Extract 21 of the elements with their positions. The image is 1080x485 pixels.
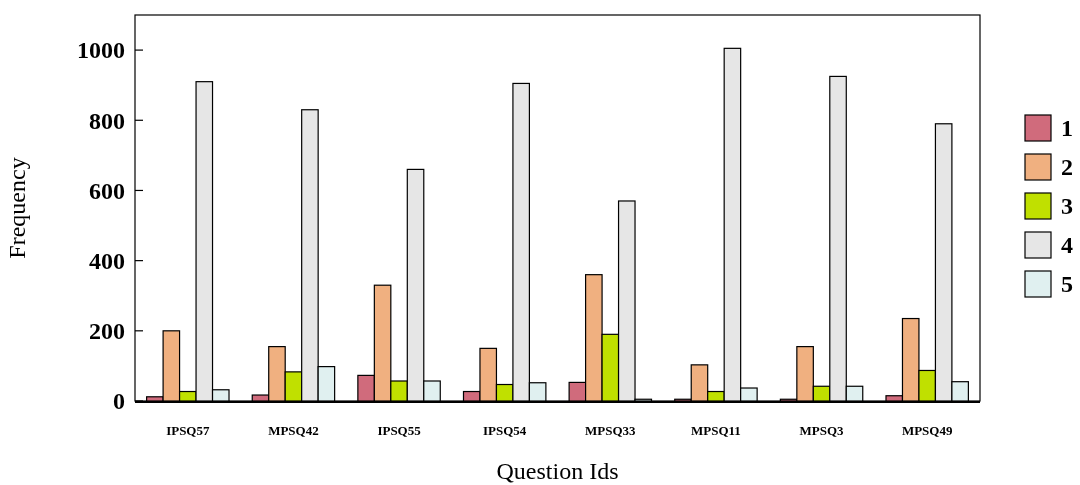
y-axis-title: Frequency — [4, 157, 30, 259]
y-tick-label: 200 — [89, 318, 125, 345]
y-tick-label: 1000 — [77, 37, 125, 64]
legend-label: 5 — [1061, 271, 1073, 298]
x-tick-label: MPSQ42 — [268, 423, 319, 438]
x-tick-label: MPSQ11 — [691, 423, 741, 438]
y-tick-label: 800 — [89, 107, 125, 134]
x-tick-label: MPSQ49 — [901, 423, 953, 438]
x-tick-label: IPSQ57 — [166, 423, 210, 438]
legend-label: 3 — [1061, 193, 1073, 220]
x-tick-label: IPSQ55 — [377, 423, 422, 438]
x-tick-label: MPSQ3 — [799, 423, 845, 438]
legend-label: 1 — [1061, 115, 1073, 142]
y-tick-label: 600 — [89, 177, 125, 204]
legend-label: 4 — [1061, 232, 1073, 259]
x-tick-label: IPSQ54 — [483, 423, 527, 438]
y-tick-label: 400 — [89, 248, 125, 275]
x-axis-title: Question Ids — [496, 458, 619, 484]
legend-label: 2 — [1061, 154, 1073, 181]
x-tick-label: MPSQ33 — [585, 423, 637, 438]
y-tick-label: 0 — [113, 388, 125, 415]
